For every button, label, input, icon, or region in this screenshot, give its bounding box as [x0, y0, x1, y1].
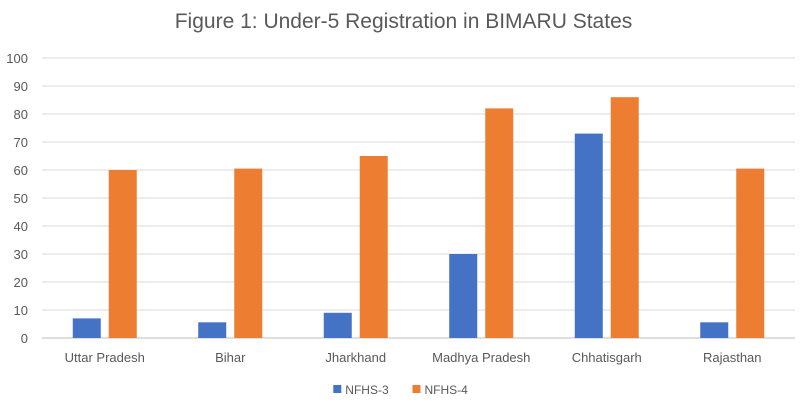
- legend-swatch-nfhs-4: [412, 385, 421, 393]
- y-tick-label: 80: [14, 107, 28, 122]
- chart-title: Figure 1: Under-5 Registration in BIMARU…: [174, 10, 633, 33]
- legend-label-nfhs-4: NFHS-4: [425, 383, 469, 397]
- x-tick-label: Chhatisgarh: [572, 350, 642, 365]
- bar-nfhs-4-chhatisgarh: [610, 97, 639, 338]
- bars: [72, 97, 765, 339]
- x-axis-category-labels: Uttar Pradesh Bihar Jharkhand Madhya Prades…: [65, 350, 762, 365]
- bar-nfhs-4-bihar: [234, 168, 263, 338]
- bar-nfhs-4-madhya-pradesh: [485, 108, 514, 339]
- y-axis-tick-labels: 0 10 20 30 40 50 60 70 80 90 100: [6, 51, 28, 346]
- bar-nfhs-3-madhya-pradesh: [449, 254, 478, 338]
- y-tick-label: 20: [14, 275, 28, 290]
- y-tick-label: 60: [14, 163, 28, 178]
- legend: NFHS-3 NFHS-4: [333, 383, 468, 397]
- bar-nfhs-3-uttar-pradesh: [72, 318, 101, 338]
- y-tick-label: 40: [14, 219, 28, 234]
- y-tick-label: 100: [6, 51, 28, 66]
- y-tick-label: 50: [14, 191, 28, 206]
- x-tick-label: Madhya Pradesh: [432, 350, 530, 365]
- bar-nfhs-4-rajasthan: [736, 168, 765, 338]
- legend-swatch-nfhs-3: [333, 385, 342, 393]
- y-tick-label: 90: [14, 79, 28, 94]
- gridlines: [42, 57, 795, 339]
- bar-nfhs-3-bihar: [198, 322, 227, 338]
- y-tick-label: 0: [21, 331, 28, 346]
- x-tick-label: Rajasthan: [703, 350, 762, 365]
- x-tick-label: Bihar: [215, 350, 246, 365]
- y-tick-label: 30: [14, 247, 28, 262]
- y-tick-label: 70: [14, 135, 28, 150]
- bar-nfhs-3-jharkhand: [323, 312, 352, 338]
- y-tick-label: 10: [14, 303, 28, 318]
- bar-nfhs-4-uttar-pradesh: [108, 170, 137, 338]
- x-tick-label: Uttar Pradesh: [65, 350, 145, 365]
- bar-nfhs-3-chhatisgarh: [574, 133, 603, 338]
- x-tick-label: Jharkhand: [325, 350, 386, 365]
- bar-nfhs-4-jharkhand: [359, 156, 388, 338]
- bar-nfhs-3-rajasthan: [700, 322, 729, 338]
- legend-label-nfhs-3: NFHS-3: [345, 383, 389, 397]
